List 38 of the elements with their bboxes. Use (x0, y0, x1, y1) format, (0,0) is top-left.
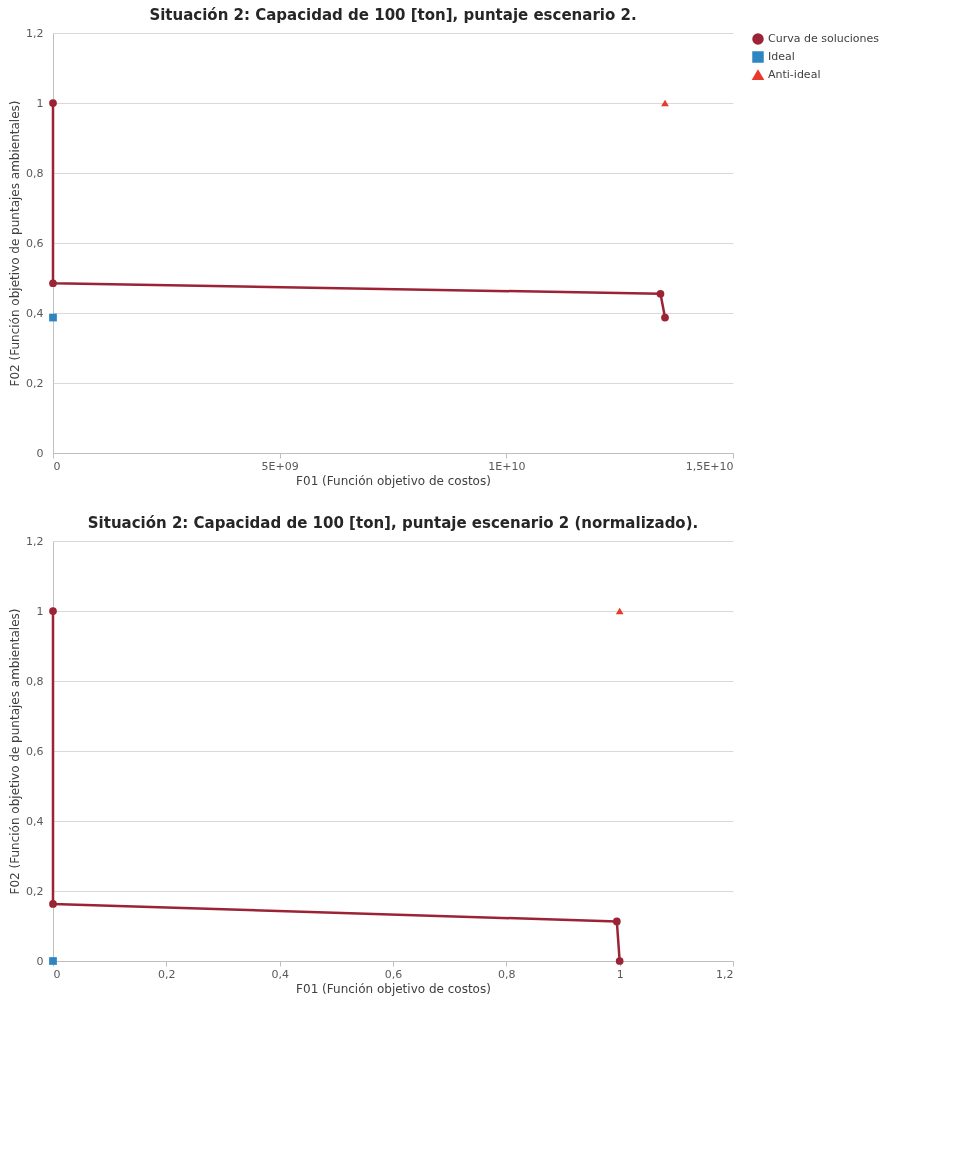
x-tick-label: 0,2 (158, 967, 176, 981)
x-tick-label: 0 (53, 967, 61, 981)
y-tick-label: 0,2 (26, 376, 44, 390)
chart-title: Situación 2: Capacidad de 100 [ton], puntaje escenario 2. (149, 6, 637, 24)
y-tick-label: 0 (36, 446, 44, 460)
x-axis-title: F01 (Función objetivo de costos) (296, 981, 491, 996)
y-tick-label: 0,8 (26, 674, 44, 688)
x-tick-label: 1E+10 (488, 459, 526, 473)
y-axis-title: F02 (Función objetivo de puntajes ambientales) (8, 608, 23, 895)
legend-label: Curva de soluciones (768, 32, 880, 45)
point (49, 900, 57, 908)
x-tick-label: 5E+09 (261, 459, 299, 473)
point (615, 957, 624, 965)
y-tick-label: 0,8 (26, 166, 44, 180)
y-tick-label: 0,2 (26, 884, 44, 898)
y-tick-label: 0,6 (26, 744, 44, 758)
y-tick-label: 0,4 (26, 814, 44, 828)
legend-label: Anti-ideal (768, 68, 821, 81)
y-tick-label: 1 (36, 96, 44, 110)
point (49, 607, 57, 615)
x-tick-label: 1 (616, 967, 624, 981)
point (612, 917, 621, 926)
y-axis-title: F02 (Función objetivo de puntajes ambientales) (8, 100, 23, 387)
x-tick-label: 0,8 (498, 967, 516, 981)
x-tick-label: 1,5E+10 (685, 459, 734, 473)
y-tick-label: 0 (36, 954, 44, 968)
chart-title: Situación 2: Capacidad de 100 [ton], puntaje escenario 2 (normalizado). (87, 514, 699, 532)
y-tick-label: 1,2 (26, 26, 44, 40)
y-tick-label: 1,2 (26, 534, 44, 548)
x-tick-label: 0 (53, 459, 61, 473)
x-axis-title: F01 (Función objetivo de costos) (296, 473, 491, 488)
x-tick-label: 1,2 (716, 967, 734, 981)
x-tick-label: 0,4 (271, 967, 289, 981)
x-tick-label: 0,6 (384, 967, 403, 981)
y-tick-label: 0,6 (26, 236, 44, 250)
legend-label: Ideal (768, 50, 795, 63)
y-tick-label: 0,4 (26, 306, 44, 320)
y-tick-label: 1 (36, 604, 44, 618)
